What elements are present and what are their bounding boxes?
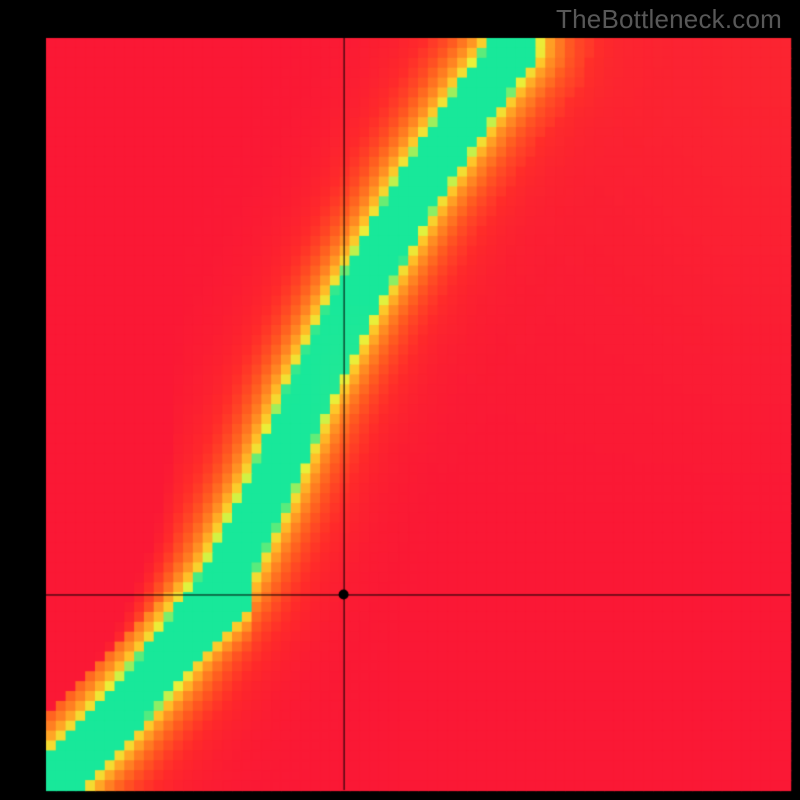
watermark-text: TheBottleneck.com: [556, 4, 782, 35]
bottleneck-heatmap: [0, 0, 800, 800]
